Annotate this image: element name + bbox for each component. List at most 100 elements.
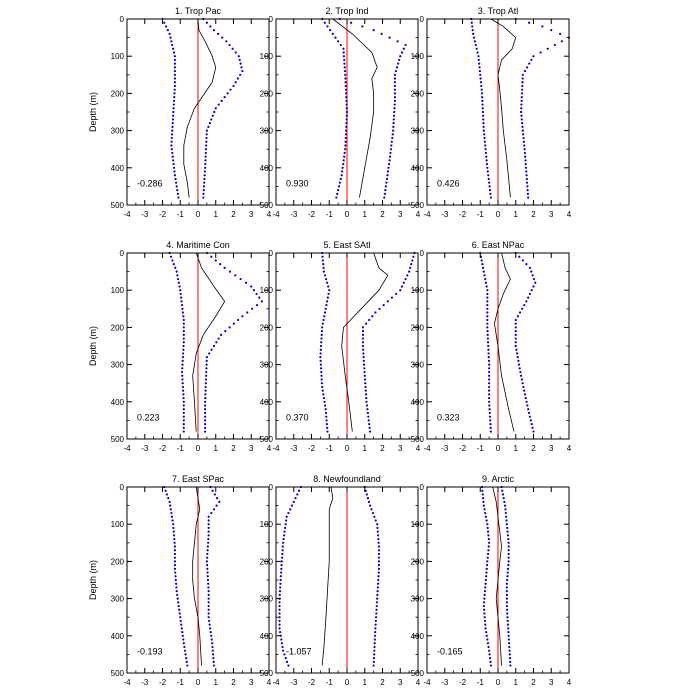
- upper-bound-dot: [524, 166, 528, 169]
- lower-bound-dot: [163, 21, 166, 24]
- lower-bound-dot: [484, 515, 488, 518]
- upper-bound-dot: [531, 426, 534, 429]
- upper-bound-dot: [205, 374, 208, 377]
- lower-bound-dot: [176, 274, 179, 277]
- upper-bound-dot: [525, 400, 528, 403]
- panel-1: 1. Trop Pac -4 -3 -2 -1 0 1 2 3 4 0 100 200 300 400 500…: [88, 6, 272, 219]
- y-tick-label: 100: [411, 52, 425, 61]
- lower-bound-dot: [280, 642, 284, 645]
- upper-bound-dot: [377, 564, 381, 567]
- lower-bound-dot: [282, 649, 285, 652]
- upper-bound-dot: [226, 92, 229, 95]
- upper-bound-dot: [207, 125, 210, 128]
- lower-bound-dot: [172, 103, 175, 106]
- upper-bound-dot: [521, 129, 524, 132]
- upper-bound-dot: [393, 103, 396, 106]
- upper-bound-dot: [506, 526, 509, 530]
- upper-bound-dot: [362, 356, 365, 359]
- lower-bound-dot: [483, 619, 487, 623]
- lower-bound-dot: [169, 508, 172, 511]
- lower-bound-dot: [485, 634, 488, 637]
- x-tick-label: 2: [531, 210, 536, 219]
- y-tick-label: 300: [111, 361, 125, 370]
- correlation-annotation: -0.193: [137, 646, 163, 656]
- upper-bound-dot: [525, 177, 528, 181]
- upper-bound-dot: [391, 136, 394, 140]
- lower-bound-dot: [337, 40, 340, 43]
- upper-bound-dot: [527, 196, 530, 199]
- lower-bound-dot: [488, 657, 492, 660]
- lower-bound-dot: [285, 519, 288, 522]
- y-tick-label: 300: [411, 127, 425, 136]
- upper-bound-dot: [367, 415, 370, 418]
- mean-profile-line: [183, 18, 217, 198]
- upper-bound-dot: [393, 110, 396, 114]
- upper-bound-dot: [204, 415, 207, 418]
- upper-bound-dot: [522, 133, 525, 136]
- upper-bound-dot: [527, 21, 531, 24]
- y-tick-label: 100: [111, 52, 125, 61]
- upper-bound-dot: [205, 133, 208, 136]
- lower-bound-dot: [280, 567, 283, 570]
- lower-bound-dot: [181, 363, 184, 366]
- lower-bound-dot: [337, 189, 340, 192]
- lower-bound-dot: [168, 32, 171, 35]
- lower-bound-dot: [328, 289, 331, 292]
- lower-bound-dot: [174, 177, 177, 181]
- correlation-annotation: 0.426: [437, 178, 460, 188]
- upper-bound-dot: [520, 96, 523, 99]
- upper-bound-dot: [377, 571, 380, 574]
- x-tick-label: -4: [423, 444, 431, 453]
- lower-bound-dot: [167, 497, 170, 500]
- lower-bound-dot: [475, 47, 478, 50]
- upper-bound-dot: [365, 404, 369, 407]
- lower-bound-dot: [474, 43, 477, 47]
- x-tick-label: 2: [231, 210, 236, 219]
- lower-bound-dot: [487, 356, 490, 359]
- lower-bound-dot: [278, 590, 282, 593]
- lower-bound-dot: [488, 374, 491, 377]
- lower-bound-dot: [482, 125, 485, 128]
- lower-bound-dot: [173, 88, 176, 91]
- y-tick-label: 300: [411, 361, 425, 370]
- panel-title: 8. Newfoundland: [313, 474, 381, 484]
- y-tick-label: 200: [111, 89, 125, 98]
- upper-bound-dot: [391, 133, 394, 136]
- upper-bound-dot: [206, 552, 209, 556]
- x-tick-label: -2: [459, 678, 467, 687]
- x-tick-label: 1: [214, 210, 219, 219]
- lower-bound-dot: [172, 47, 175, 50]
- upper-bound-dot: [372, 664, 375, 667]
- lower-bound-dot: [483, 508, 486, 511]
- lower-bound-dot: [180, 370, 184, 374]
- x-tick-label: 3: [249, 444, 254, 453]
- lower-bound-dot: [486, 552, 490, 556]
- lower-bound-dot: [170, 133, 174, 136]
- x-tick-label: -4: [123, 678, 131, 687]
- lower-bound-dot: [281, 552, 284, 556]
- lower-bound-dot: [342, 47, 345, 50]
- lower-bound-dot: [170, 515, 174, 518]
- upper-bound-dot: [522, 140, 526, 143]
- upper-bound-dot: [363, 374, 366, 377]
- lower-bound-dot: [323, 21, 326, 24]
- upper-bound-dot: [204, 155, 207, 158]
- y-tick-label: 400: [111, 164, 125, 173]
- lower-bound-dot: [488, 408, 491, 411]
- upper-bound-dot: [204, 404, 207, 407]
- upper-bound-dot: [404, 277, 407, 281]
- upper-bound-dot: [532, 285, 535, 288]
- upper-bound-dot: [408, 270, 411, 273]
- lower-bound-dot: [174, 575, 177, 578]
- upper-bound-dot: [211, 645, 214, 649]
- lower-bound-dot: [480, 259, 483, 262]
- upper-bound-dot: [211, 489, 214, 492]
- y-tick-label: 300: [111, 595, 125, 604]
- lower-bound-dot: [323, 311, 327, 314]
- lower-bound-dot: [280, 560, 283, 563]
- upper-bound-dot: [380, 32, 383, 35]
- lower-bound-dot: [486, 289, 489, 292]
- upper-bound-dot: [239, 73, 242, 76]
- lower-bound-dot: [489, 423, 492, 426]
- upper-bound-dot: [411, 259, 414, 262]
